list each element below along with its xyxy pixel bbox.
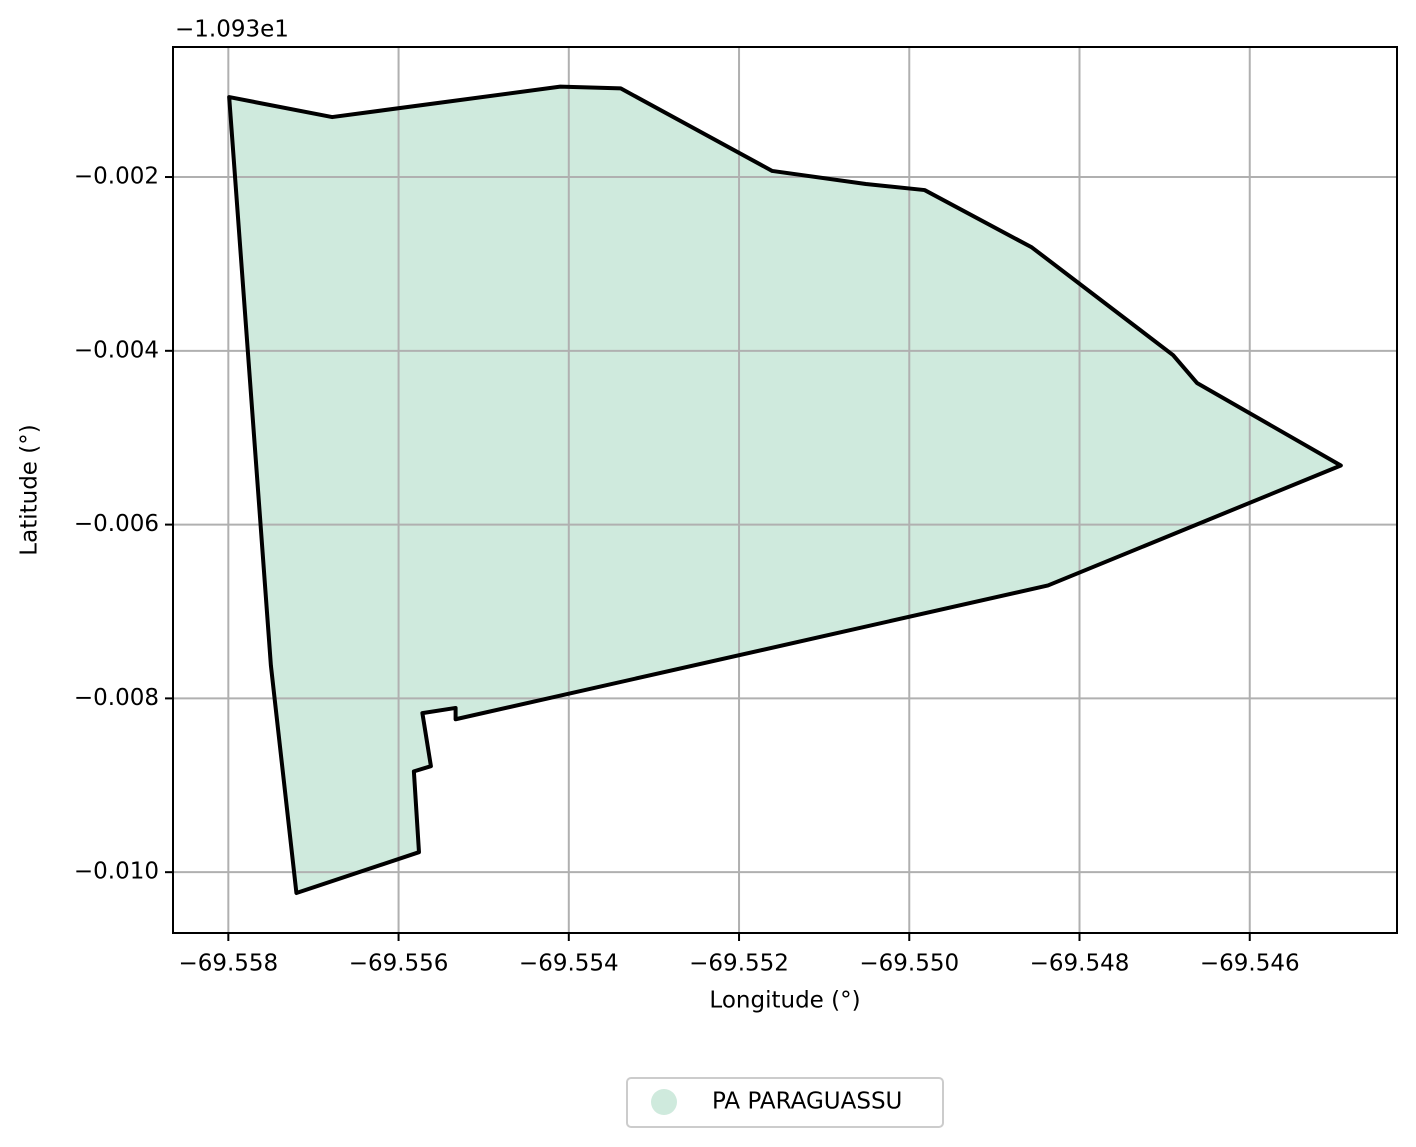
x-axis-label: Longitude (°) [709, 988, 860, 1014]
legend-label: PA PARAGUASSU [712, 1089, 902, 1115]
region-fill [229, 86, 1341, 894]
y-tick-label: −0.006 [74, 511, 159, 537]
y-tick-label: −0.008 [74, 685, 159, 711]
y-offset-label: −1.093e1 [175, 17, 289, 43]
y-axis-label: Latitude (°) [17, 424, 43, 555]
region-outline [227, 84, 1343, 896]
x-tick-label: −69.558 [178, 951, 278, 977]
x-tick-label: −69.550 [859, 951, 959, 977]
x-tick-label: −69.546 [1200, 951, 1300, 977]
legend-marker [651, 1089, 677, 1115]
plot-frame [172, 46, 1398, 934]
x-tick-label: −69.552 [689, 951, 789, 977]
x-tick-label: −69.554 [519, 951, 619, 977]
x-tick-label: −69.548 [1030, 951, 1130, 977]
y-tick-label: −0.004 [74, 337, 159, 363]
y-tick-label: −0.010 [74, 859, 159, 885]
y-tick-label: −0.002 [74, 164, 159, 190]
x-tick-label: −69.556 [349, 951, 449, 977]
legend-box [626, 1077, 944, 1128]
